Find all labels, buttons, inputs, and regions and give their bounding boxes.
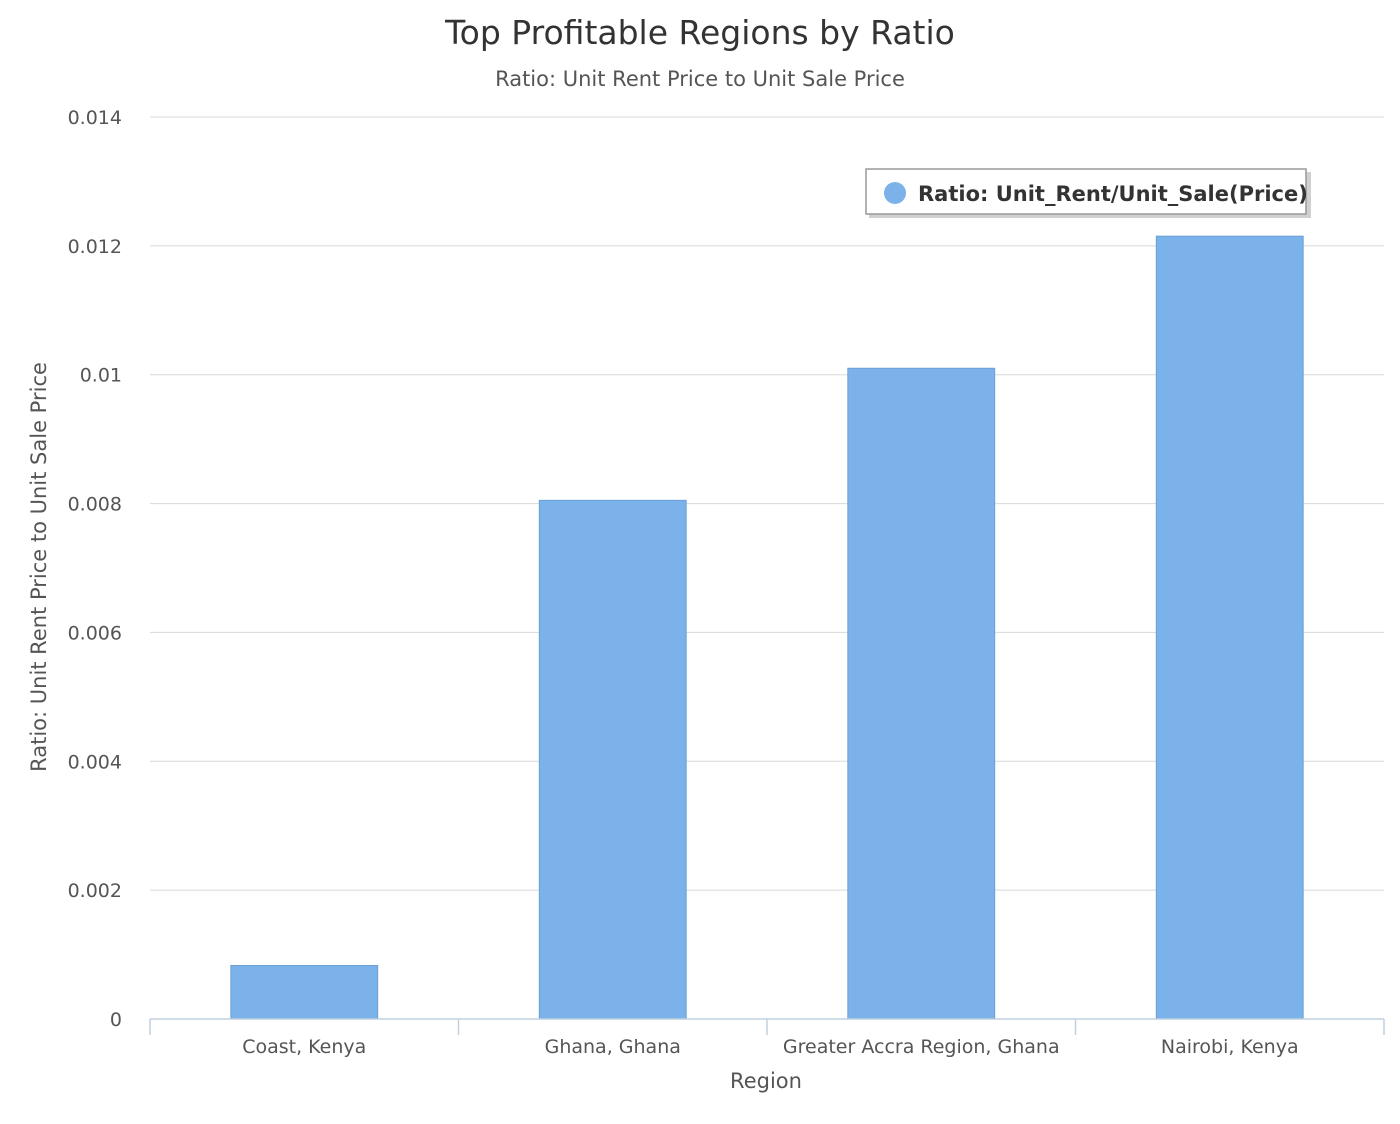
y-tick-label: 0.01 bbox=[80, 365, 122, 387]
x-tick-label: Coast, Kenya bbox=[242, 1036, 366, 1058]
legend-box bbox=[865, 168, 1307, 215]
y-tick-label: 0 bbox=[110, 1009, 122, 1031]
gridlines bbox=[150, 116, 1384, 891]
bar-series bbox=[230, 235, 1304, 1020]
y-tick-label: 0.014 bbox=[68, 107, 122, 129]
y-axis-ticks: 0 0.002 0.004 0.006 0.008 0.01 0.012 0.014 bbox=[68, 107, 122, 1031]
y-tick-label: 0.008 bbox=[68, 494, 122, 516]
bar[interactable] bbox=[847, 367, 996, 1020]
x-axis: Coast, Kenya Ghana, Ghana Greater Accra Re… bbox=[149, 1018, 1385, 1058]
legend-label: Ratio: Unit_Rent/Unit_Sale(Price) bbox=[918, 182, 1308, 206]
x-axis-title: Region bbox=[730, 1069, 802, 1093]
y-tick-label: 0.002 bbox=[68, 880, 122, 902]
x-tick-label: Ghana, Ghana bbox=[545, 1036, 681, 1058]
bar[interactable] bbox=[538, 499, 687, 1020]
y-tick-label: 0.012 bbox=[68, 236, 122, 258]
chart-title: Top Profitable Regions by Ratio bbox=[444, 13, 955, 52]
chart-subtitle: Ratio: Unit Rent Price to Unit Sale Pric… bbox=[495, 67, 905, 91]
x-tick-label: Greater Accra Region, Ghana bbox=[783, 1036, 1060, 1058]
legend-marker-circle bbox=[884, 182, 906, 204]
legend[interactable]: Ratio: Unit_Rent/Unit_Sale(Price) bbox=[865, 168, 1311, 218]
bar[interactable] bbox=[1155, 235, 1304, 1020]
bar[interactable] bbox=[230, 965, 379, 1020]
y-tick-label: 0.004 bbox=[68, 751, 122, 773]
x-tick-label: Nairobi, Kenya bbox=[1161, 1036, 1299, 1058]
y-tick-label: 0.006 bbox=[68, 622, 122, 644]
y-axis-title: Ratio: Unit Rent Price to Unit Sale Pric… bbox=[27, 362, 51, 772]
